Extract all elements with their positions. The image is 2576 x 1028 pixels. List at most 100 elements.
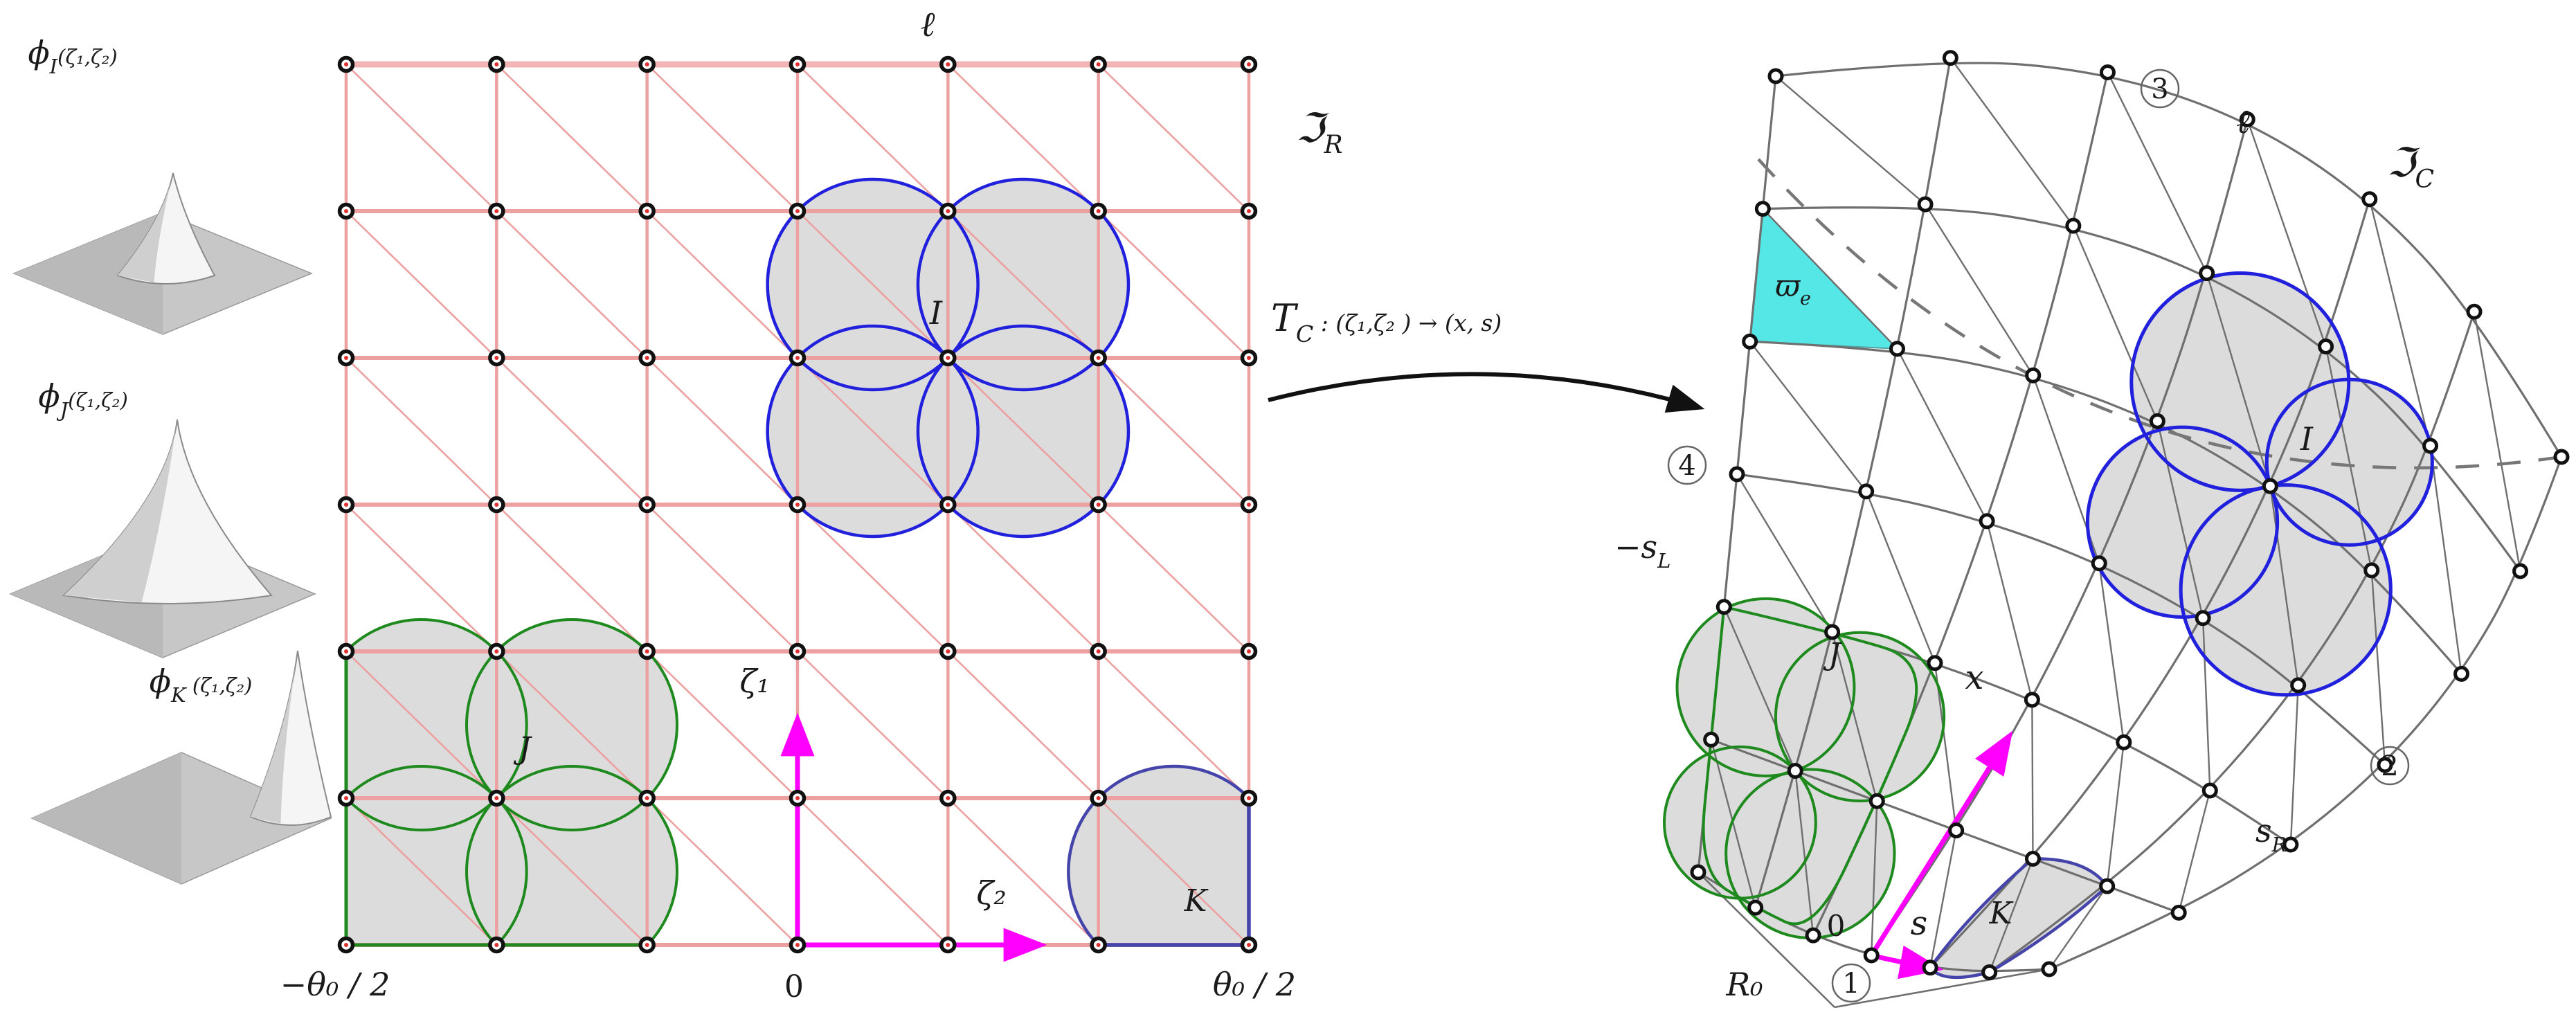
mesh-node-dot <box>344 209 348 213</box>
curved-grid-diagonal <box>2246 119 2327 347</box>
left-mesh-top-label-part: ℓ <box>921 4 935 44</box>
mesh-node <box>1981 964 1998 980</box>
curved-grid-diagonal <box>1896 348 1988 522</box>
grid-diagonal <box>1097 504 1250 652</box>
mesh-node-dot <box>645 796 649 800</box>
mesh-node-dot <box>1246 209 1251 213</box>
surface-plot-phi-K-peak-shade <box>251 651 298 824</box>
map-operator-label-part: T <box>1271 296 1299 340</box>
mesh-node-dot <box>645 62 649 66</box>
grid-diagonal <box>345 64 498 212</box>
x-axis-label-part: x <box>1965 658 1983 697</box>
mesh-node <box>2025 367 2042 384</box>
curved-grid-diagonal <box>2107 71 2208 274</box>
curved-mesh <box>1663 50 2570 1009</box>
node-I-label-curved-part: I <box>2300 420 2314 458</box>
zeta1-label: ζ₁ <box>739 662 769 700</box>
grid-diagonal <box>496 504 648 652</box>
grid-diagonal <box>646 651 798 799</box>
surface-plot-phi-I-peak-shade <box>118 173 173 282</box>
right-mesh-top-label: ℓ <box>2236 102 2250 141</box>
curved-grid-diagonal <box>2206 273 2271 487</box>
phi-J-label-part: ϕ <box>38 377 60 415</box>
R0-label-part: R₀ <box>1725 966 1763 1003</box>
left-mesh-name: ℑR <box>1296 105 1343 159</box>
mesh-node <box>2195 610 2211 626</box>
mesh-node-dot <box>344 649 348 653</box>
mesh-node <box>2290 677 2307 694</box>
mesh-node <box>1767 68 1784 84</box>
mesh-node <box>1889 341 1906 357</box>
surface-plot-phi-J-peak-shade <box>64 420 177 602</box>
grid-diagonal <box>797 651 949 799</box>
mesh-node-dot <box>795 796 800 800</box>
curved-grid-diagonal <box>2325 346 2372 571</box>
mesh-node <box>2453 665 2470 682</box>
theta-min-label: −θ₀ / 2 <box>280 966 390 1003</box>
phi-J-label-part: J <box>57 398 69 422</box>
mesh-node <box>2318 339 2334 355</box>
region-2-label-circle <box>2370 746 2410 786</box>
wedge-right-line <box>1834 968 2050 1009</box>
mesh-node-dot <box>494 356 499 360</box>
mesh-node-dot <box>1096 356 1101 360</box>
grid-diagonal <box>947 357 1099 505</box>
grid-diagonal <box>1097 210 1250 359</box>
mesh-node-dot <box>645 649 649 653</box>
mesh-node <box>2099 878 2116 894</box>
sR-label-part: s <box>2255 812 2272 849</box>
mesh-node <box>1942 50 1958 66</box>
node-I-label: I <box>929 294 943 332</box>
msL-label-part: L <box>1657 549 1670 572</box>
grid-diagonal <box>797 357 949 505</box>
mesh-node-dot <box>344 503 348 507</box>
support-outline-J <box>1675 597 1856 777</box>
curved-grid-diagonal <box>1736 474 1833 633</box>
element-omega-e <box>1749 207 1899 350</box>
region-1-label-circle <box>1831 963 1871 1003</box>
phi-I-label-part: I <box>49 55 58 78</box>
curved-grid-diagonal <box>2106 742 2125 887</box>
mesh-node-dot <box>494 796 499 800</box>
J-block-outline <box>1702 605 1918 926</box>
mesh-node-dot <box>1246 796 1251 800</box>
sR-label-part: R <box>2271 833 2287 856</box>
curved-grid-diagonal <box>2289 685 2299 845</box>
left-origin-label-part: 0 <box>784 969 804 1004</box>
curved-grid-diagonal <box>1988 858 2034 973</box>
curved-grid-diagonal <box>2201 617 2211 791</box>
mesh-node <box>2024 851 2041 867</box>
right-origin-label-part: 0 <box>1827 909 1846 943</box>
mesh-node <box>2422 438 2439 454</box>
map-operator-label: TC : (ζ₁,ζ₂ ) → (x, s) <box>1271 296 1502 348</box>
phi-I-label: ϕI(ζ₁,ζ₂) <box>28 34 117 78</box>
mesh-node <box>1824 624 1841 640</box>
curved-grid-diagonal <box>1934 662 1957 831</box>
grid-diagonal <box>947 64 1099 212</box>
node-I-label-part: I <box>929 294 943 332</box>
mesh-node-dot <box>645 356 649 360</box>
phi-K-label-part: K <box>170 683 188 707</box>
grid-diagonal <box>947 797 1099 946</box>
support-outline-I <box>2179 483 2393 697</box>
mesh-node-dot <box>1096 503 1101 507</box>
node-K-label-curved-part: K <box>1989 896 2014 931</box>
phi-I-label-part: (ζ₁,ζ₂) <box>57 45 118 69</box>
mesh-node-dot <box>645 943 649 947</box>
mesh-node-dot <box>344 62 348 66</box>
grid-diagonal <box>345 797 498 946</box>
curved-grid-diagonal <box>1949 57 2074 226</box>
grid-diagonal <box>345 357 498 505</box>
mesh-node <box>2512 563 2529 579</box>
mesh-node <box>1690 864 1706 881</box>
region-1-label-part: 1 <box>1842 968 1859 1000</box>
R0-label: R₀ <box>1725 966 1763 1003</box>
left-mesh-name-part: R <box>1323 131 1342 159</box>
curved-grid-diagonal <box>1831 631 1878 802</box>
region-4-label-part: 4 <box>1678 450 1695 482</box>
region-2-label-part: 2 <box>2381 750 2398 782</box>
curved-grid-diagonal <box>2473 312 2521 572</box>
mesh-node-dot <box>1246 62 1251 66</box>
mesh-node <box>2363 562 2380 579</box>
curved-grid-diagonal <box>2048 885 2108 970</box>
